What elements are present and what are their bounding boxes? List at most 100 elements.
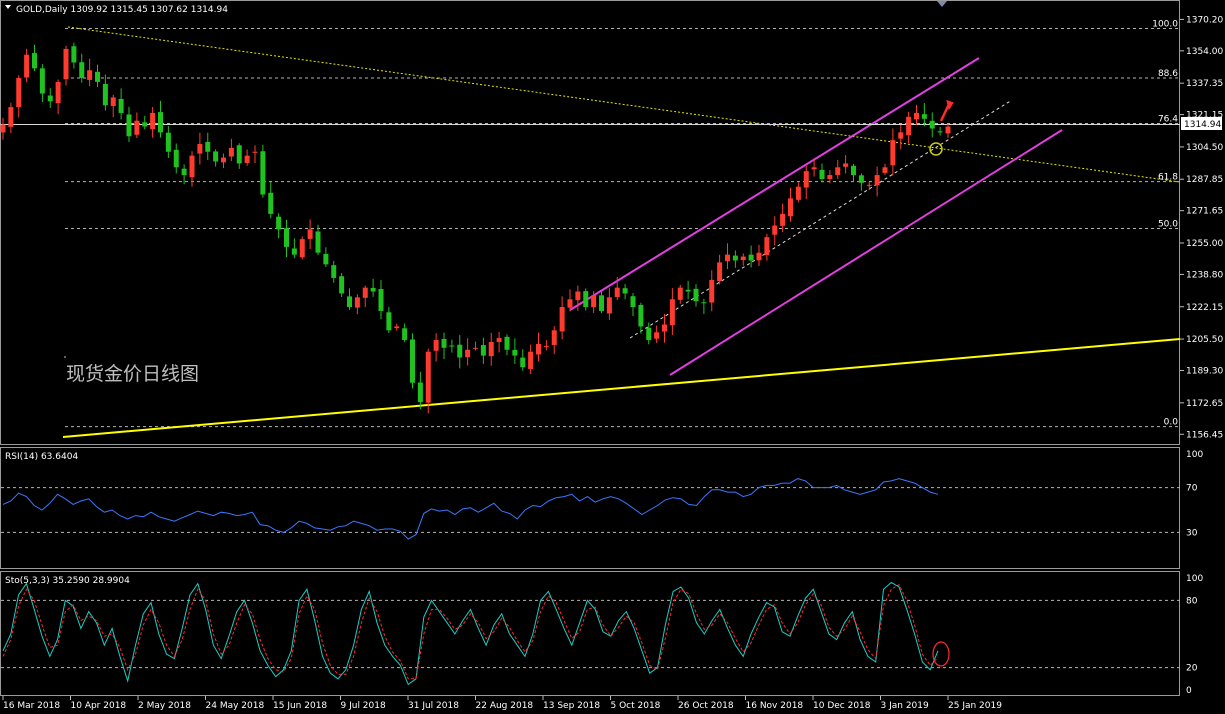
bear-candle — [583, 291, 589, 308]
bear-candle — [732, 255, 738, 261]
time-tick-label: 15 Jun 2018 — [273, 701, 327, 711]
time-tick-label: 25 Jan 2019 — [948, 701, 1002, 711]
bear-candle — [819, 169, 825, 179]
fib-level-label: 61.8 — [1158, 173, 1178, 183]
bull-candle — [299, 239, 305, 258]
bull-candle — [654, 332, 660, 339]
sto-tick-label: 0 — [1186, 686, 1192, 696]
bear-candle — [748, 254, 754, 261]
price-tick-label: 1238.80 — [1186, 270, 1223, 280]
price-tick-label: 1222.15 — [1186, 303, 1223, 313]
bear-candle — [126, 114, 132, 137]
sto-oversold-circle — [932, 641, 950, 667]
bull-candle — [433, 340, 439, 351]
bull-candle — [362, 287, 368, 298]
rsi-panel[interactable]: RSI(14) 63.6404 100 70 30 — [0, 447, 1204, 569]
bull-candle — [0, 124, 6, 133]
bull-candle — [882, 167, 888, 173]
bull-candle — [843, 163, 849, 167]
rsi-panel-frame — [0, 447, 1180, 569]
bull-candle — [252, 151, 258, 153]
stochastic-panel[interactable]: Sto(5,3,3) 35.2590 28.9904 100 80 20 0 — [0, 571, 1204, 697]
rsi-tick-label: 70 — [1186, 484, 1198, 494]
up-arrow-shaft — [939, 103, 951, 122]
bear-candle — [693, 288, 699, 302]
time-tick-label: 10 Dec 2018 — [813, 701, 871, 711]
bear-candle — [417, 382, 423, 403]
bull-candle — [811, 167, 817, 170]
bull-candle — [756, 252, 762, 261]
bull-candle — [827, 175, 833, 180]
retest-circle-marker — [929, 142, 943, 156]
menu-triangle-icon[interactable] — [5, 5, 11, 9]
bear-candle — [685, 289, 691, 292]
price-tick-label: 1156.45 — [1186, 430, 1223, 440]
bull-candle — [772, 225, 778, 235]
bear-candle — [378, 289, 384, 311]
time-tick-label: 13 Sep 2018 — [543, 701, 600, 711]
bull-candle — [559, 307, 565, 332]
rsi-levels — [1, 487, 1180, 533]
bull-candle — [709, 279, 715, 303]
bull-candle — [63, 48, 69, 80]
bull-candle — [677, 287, 683, 300]
bull-candle — [606, 297, 612, 314]
bull-candle — [669, 299, 675, 326]
bear-candle — [268, 192, 274, 214]
bear-candle — [480, 345, 486, 356]
sto-tick-label: 20 — [1186, 664, 1198, 674]
fib-level-label: 50.0 — [1158, 219, 1178, 229]
annotations — [929, 1, 954, 156]
bear-candle — [410, 339, 415, 383]
bear-candle — [47, 95, 53, 102]
bear-candle — [937, 131, 943, 133]
fib-level-label: 76.4 — [1158, 114, 1178, 124]
bull-candle — [795, 186, 801, 200]
bear-candle — [457, 344, 463, 358]
channel-lower-line — [669, 129, 1063, 376]
time-tick-label: 22 Aug 2018 — [476, 701, 534, 711]
sto-axis: 100 80 20 0 — [1186, 574, 1203, 696]
bull-candle — [874, 175, 880, 186]
bull-candle — [307, 229, 313, 239]
time-tick-label: 16 Nov 2018 — [746, 701, 804, 711]
bear-candle — [929, 120, 935, 129]
fibonacci-levels: 100.0 88.6 76.4 61.8 50.0 0.0 — [65, 20, 1180, 428]
sto-header: Sto(5,3,3) 35.2590 28.9904 — [5, 576, 130, 586]
bull-candle — [567, 299, 573, 308]
bull-candle — [803, 171, 809, 188]
price-tick-label: 1189.30 — [1186, 367, 1223, 377]
bull-candle — [425, 351, 431, 403]
sto-tick-label: 100 — [1186, 574, 1203, 584]
bull-candle — [228, 147, 234, 157]
rsi-axis: 100 70 30 — [1186, 450, 1203, 538]
bull-candle — [16, 78, 22, 108]
bull-candle — [717, 262, 723, 282]
bull-candle — [662, 324, 667, 332]
bear-candle — [291, 248, 297, 255]
bear-candle — [858, 175, 864, 183]
bull-candle — [394, 326, 400, 329]
bull-candle — [764, 237, 770, 256]
bear-candle — [181, 168, 187, 176]
price-axis: 1370.20 1354.00 1337.35 1321.15 1304.50 1287.… — [1180, 15, 1223, 440]
price-tick-label: 1287.85 — [1186, 175, 1223, 185]
current-price-box — [1181, 117, 1222, 130]
bear-candle — [71, 46, 77, 63]
bear-candle — [95, 71, 100, 82]
time-tick-label: 5 Oct 2018 — [611, 701, 661, 711]
bear-candle — [236, 145, 242, 164]
bear-candle — [32, 53, 37, 69]
time-tick-label: 3 Jan 2019 — [881, 701, 929, 711]
bear-candle — [213, 151, 219, 162]
bull-candle — [221, 157, 226, 163]
sto-signal-line — [2, 583, 939, 680]
bear-candle — [441, 339, 447, 348]
bear-candle — [347, 296, 352, 308]
price-panel[interactable]: 100.0 88.6 76.4 61.8 50.0 0.0 GOLD,Daily 1309… — [0, 0, 1223, 445]
bull-candle — [591, 295, 597, 308]
bull-candle — [354, 297, 360, 308]
bull-candle — [189, 155, 195, 178]
time-axis: 16 Mar 2018 10 Apr 2018 2 May 2018 24 May 2… — [2, 696, 1002, 711]
